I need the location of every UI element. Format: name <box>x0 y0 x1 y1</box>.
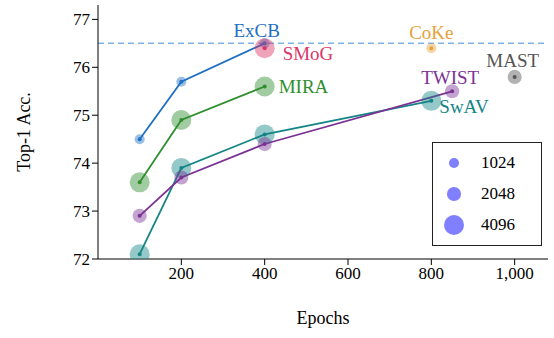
svg-text:73: 73 <box>73 202 90 221</box>
html-text:1024: 1024 <box>481 152 515 172</box>
svg-text:SwAV: SwAV <box>439 96 489 117</box>
svg-text:74: 74 <box>73 154 91 173</box>
svg-text:200: 200 <box>169 264 195 283</box>
svg-text:SMoG: SMoG <box>283 43 334 64</box>
svg-text:TWIST: TWIST <box>421 67 479 88</box>
svg-text:600: 600 <box>335 264 361 283</box>
svg-text:1,000: 1,000 <box>496 264 534 283</box>
svg-text:CoKe: CoKe <box>409 22 453 43</box>
svg-text:ExCB: ExCB <box>233 20 279 41</box>
svg-text:76: 76 <box>73 58 90 77</box>
svg-text:MAST: MAST <box>486 50 539 71</box>
svg-text:75: 75 <box>73 106 90 125</box>
svg-text:800: 800 <box>419 264 445 283</box>
svg-text:Epochs: Epochs <box>297 308 350 328</box>
svg-text:400: 400 <box>252 264 278 283</box>
svg-text:77: 77 <box>73 10 91 29</box>
svg-text:Top-1 Acc.: Top-1 Acc. <box>14 92 34 172</box>
html-text:4096: 4096 <box>481 215 515 235</box>
svg-text:72: 72 <box>73 250 90 269</box>
svg-text:MIRA: MIRA <box>279 76 329 97</box>
html-text:2048: 2048 <box>481 184 515 203</box>
